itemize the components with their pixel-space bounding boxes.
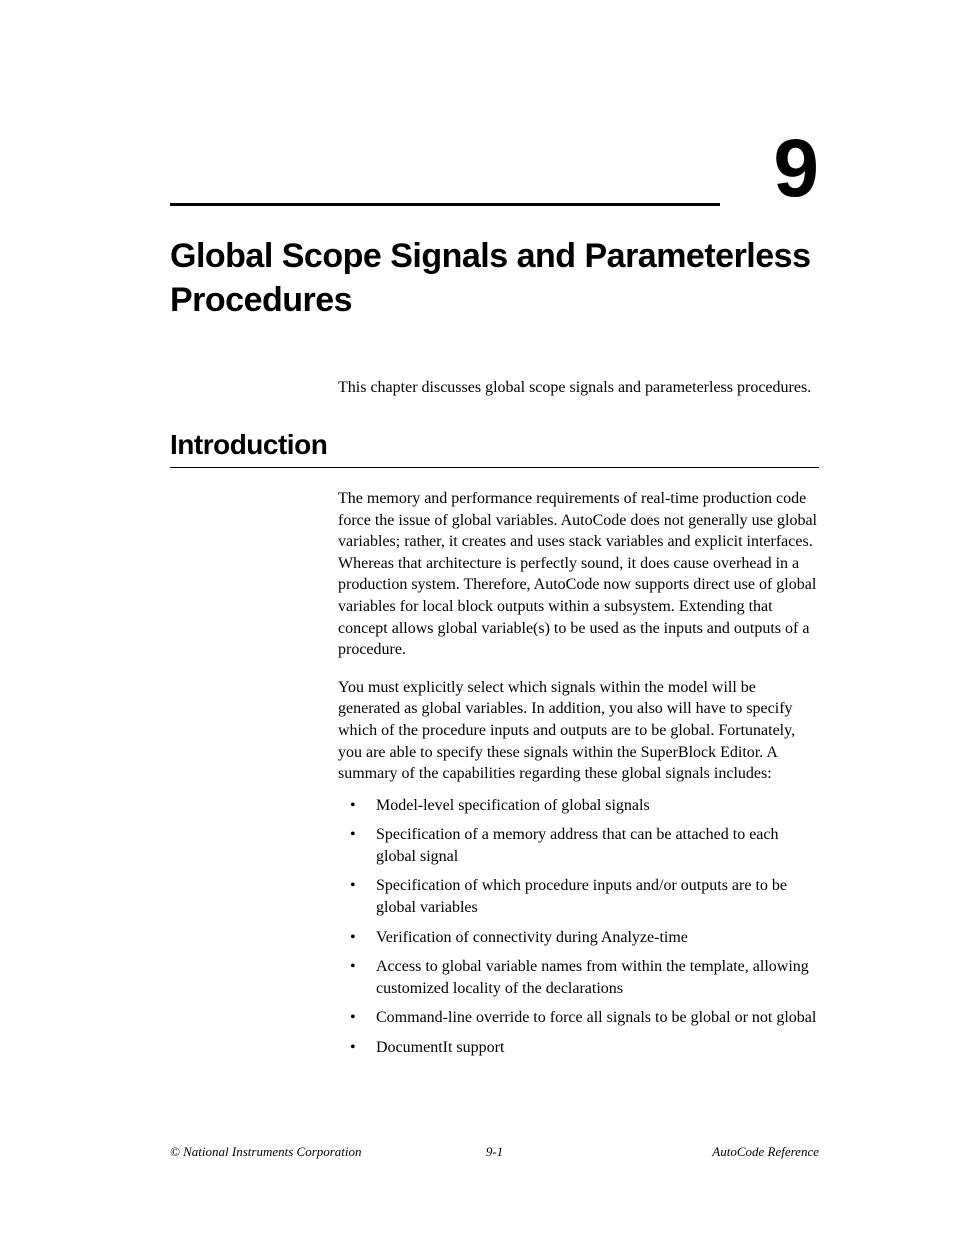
body-paragraph-1: The memory and performance requirements … xyxy=(338,488,819,661)
title-rule xyxy=(170,203,720,206)
list-item: Command-line override to force all signa… xyxy=(338,1007,819,1029)
footer-copyright: © National Instruments Corporation xyxy=(170,1144,362,1160)
list-item: Model-level specification of global sign… xyxy=(338,795,819,817)
list-item: Specification of a memory address that c… xyxy=(338,824,819,867)
bullet-list: Model-level specification of global sign… xyxy=(338,795,819,1059)
list-item: Access to global variable names from wit… xyxy=(338,956,819,999)
footer-doc-title: AutoCode Reference xyxy=(712,1144,819,1160)
footer-page-number: 9-1 xyxy=(486,1144,503,1160)
section-heading-introduction: Introduction xyxy=(170,429,819,461)
page-footer: © National Instruments Corporation 9-1 A… xyxy=(170,1144,819,1160)
chapter-number: 9 xyxy=(773,128,819,210)
chapter-title: Global Scope Signals and Parameterless P… xyxy=(170,234,819,322)
body-paragraph-2: You must explicitly select which signals… xyxy=(338,677,819,785)
chapter-intro: This chapter discusses global scope sign… xyxy=(338,377,819,399)
list-item: DocumentIt support xyxy=(338,1037,819,1059)
list-item: Verification of connectivity during Anal… xyxy=(338,927,819,949)
list-item: Specification of which procedure inputs … xyxy=(338,875,819,918)
section-rule xyxy=(170,467,819,468)
